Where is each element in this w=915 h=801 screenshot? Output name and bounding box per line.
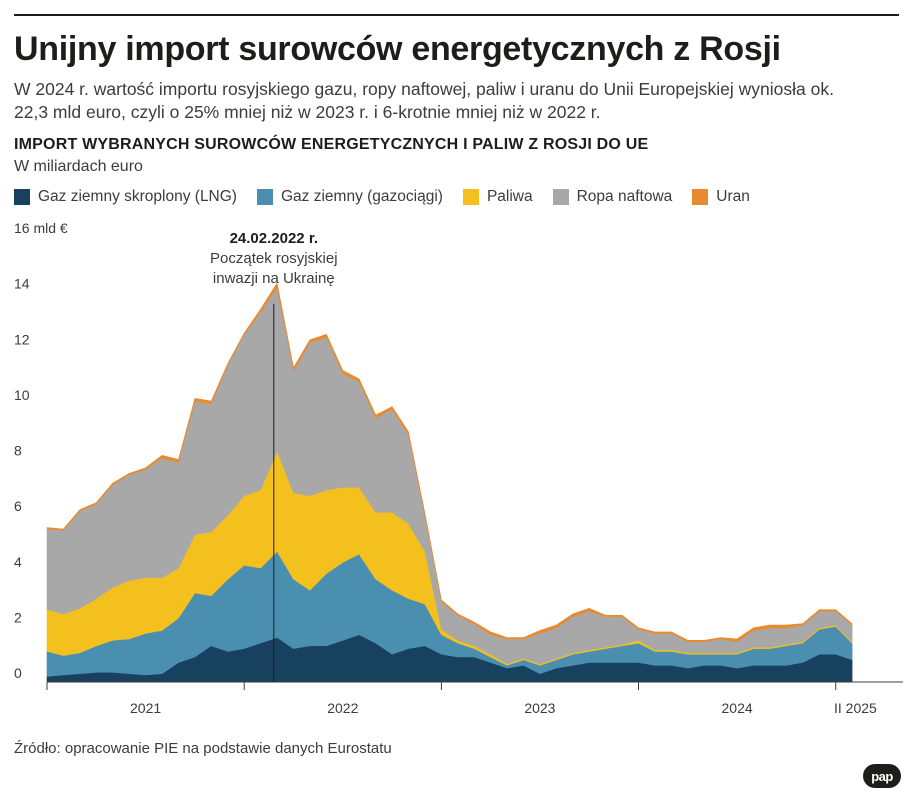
y-tick-label: 10	[14, 387, 30, 403]
legend-swatch-uranium	[692, 189, 709, 205]
chart-legend: Gaz ziemny skroplony (LNG) Gaz ziemny (g…	[14, 188, 770, 206]
legend-label-lng: Gaz ziemny skroplony (LNG)	[38, 188, 237, 205]
y-tick-label: 0	[14, 665, 22, 681]
top-rule	[14, 14, 899, 16]
source-note: Źródło: opracowanie PIE na podstawie dan…	[14, 740, 392, 757]
page-title: Unijny import surowców energetycznych z …	[14, 30, 781, 68]
y-tick-label: 4	[14, 554, 22, 570]
annotation-line-1: Początek rosyjskiej	[210, 250, 338, 267]
y-tick-label: 6	[14, 498, 22, 514]
x-tick-label: 2021	[130, 700, 161, 716]
legend-swatch-crude-oil	[552, 189, 569, 205]
legend-label-fuels: Paliwa	[486, 188, 533, 205]
chart-title: IMPORT WYBRANYCH SUROWCÓW ENERGETYCZNYCH…	[14, 136, 649, 153]
series-area-uranium	[46, 282, 853, 643]
legend-item-lng: Gaz ziemny skroplony (LNG)	[14, 188, 237, 206]
annotation-date: 24.02.2022 r.	[230, 230, 318, 247]
page-subtitle: W 2024 r. wartość importu rosyjskiego ga…	[14, 79, 834, 122]
chart-unit: W miliardach euro	[14, 158, 143, 175]
x-tick-label: II 2025	[834, 700, 877, 716]
legend-swatch-pipeline-gas	[256, 189, 273, 205]
pap-logo: pap	[863, 764, 901, 788]
y-tick-label: 2	[14, 609, 22, 625]
y-tick-label: 14	[14, 276, 30, 292]
y-tick-label: 12	[14, 331, 30, 347]
legend-label-uranium: Uran	[716, 188, 750, 205]
stacked-area-chart: 0 2 4 6 8 10 12 14 16 mld € 2021 2022 2023 2024 II 20…	[14, 220, 903, 716]
legend-label-crude-oil: Ropa naftowa	[576, 188, 673, 205]
x-tick-label: 2023	[524, 700, 555, 716]
legend-swatch-lng	[14, 189, 30, 205]
legend-item-fuels: Paliwa	[462, 188, 533, 206]
legend-swatch-fuels	[462, 189, 479, 205]
annotation-line-2: inwazji na Ukrainę	[213, 270, 335, 287]
legend-item-pipeline-gas: Gaz ziemny (gazociągi)	[256, 188, 443, 206]
legend-item-crude-oil: Ropa naftowa	[552, 188, 673, 206]
legend-label-pipeline-gas: Gaz ziemny (gazociągi)	[280, 188, 443, 205]
y-tick-label: 8	[14, 443, 22, 459]
x-tick-label: 2024	[722, 700, 753, 716]
legend-item-uranium: Uran	[692, 188, 750, 206]
y-axis-top-label: 16 mld €	[14, 220, 68, 236]
x-tick-label: 2022	[327, 700, 358, 716]
